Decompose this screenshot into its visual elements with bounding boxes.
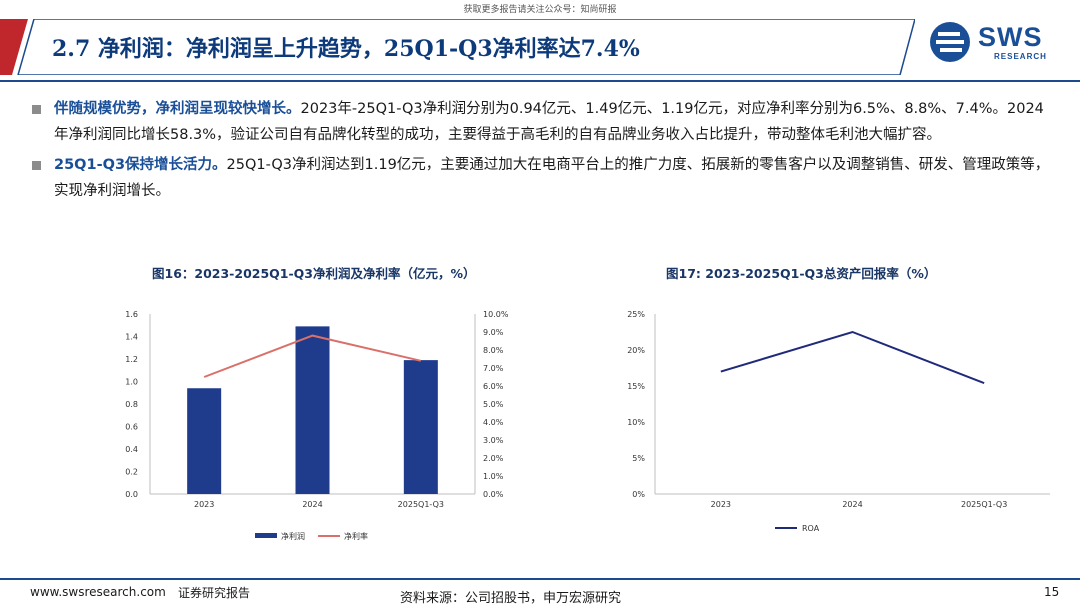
y-tick-label: 0.0 [125,490,138,499]
y-tick-label: 1.4 [125,333,138,342]
chart17-roa: 0% 5% 10% 15% 20% 25% 2023 2024 2025Q1-Q3 ROA [627,310,1050,533]
logo-text-main: SWS [978,22,1043,52]
y-tick-label: 25% [627,310,645,319]
y2-tick-label: 2.0% [483,454,504,463]
x-tick-label: 2025Q1-Q3 [961,500,1007,509]
y2-tick-label: 8.0% [483,346,504,355]
y2-tick-label: 3.0% [483,436,504,445]
y2-tick-label: 1.0% [483,472,504,481]
y2-tick-label: 9.0% [483,328,504,337]
bullet-lead: 25Q1-Q3保持增长活力。 [54,157,227,173]
bullet-list: 伴随规模优势，净利润呈现较快增长。2023年-25Q1-Q3净利润分别为0.94… [30,96,1055,208]
sws-logo: SWS RESEARCH [924,20,1064,64]
y2-tick-label: 10.0% [483,310,509,319]
header-divider [0,80,1080,82]
sws-logo-icon [930,22,970,62]
chart17-title: 图17: 2023-2025Q1-Q3总资产回报率（%） [666,266,937,281]
logo-text-sub: RESEARCH [994,52,1047,61]
title-banner-shape [0,19,915,75]
footer-source: 资料来源：公司招股书，申万宏源研究 [400,591,622,606]
y-tick-label: 10% [627,418,645,427]
bullet-item: 25Q1-Q3保持增长活力。25Q1-Q3净利润达到1.19亿元，主要通过加大在… [30,152,1055,204]
legend-swatch-bar [255,533,277,538]
legend-label: ROA [802,524,820,533]
y-tick-label: 15% [627,382,645,391]
title-red-accent [0,19,28,75]
bullet-item: 伴随规模优势，净利润呈现较快增长。2023年-25Q1-Q3净利润分别为0.94… [30,96,1055,148]
legend-label: 净利率 [344,531,368,541]
bullet-lead: 伴随规模优势，净利润呈现较快增长。 [54,101,301,117]
bar-net-profit [403,360,438,494]
y2-tick-label: 5.0% [483,400,504,409]
legend-label: 净利润 [281,531,305,541]
page-title: 2.7 净利润：净利润呈上升趋势，25Q1-Q3净利率达7.4% [52,36,640,62]
title-box [17,19,915,75]
x-tick-label: 2024 [302,500,322,509]
y2-tick-label: 0.0% [483,490,504,499]
line-roa [720,330,985,385]
bullet-square-icon [32,161,41,170]
bullet-square-icon [32,105,41,114]
x-tick-label: 2023 [194,500,214,509]
y-tick-label: 0.6 [125,423,138,432]
x-tick-label: 2025Q1-Q3 [398,500,444,509]
bullet-text: 25Q1-Q3净利润达到1.19亿元，主要通过加大在电商平台上的推广力度、拓展新… [54,157,1050,199]
y-tick-label: 0.4 [125,445,138,454]
y-tick-label: 0.2 [125,468,138,477]
y-tick-label: 0% [632,490,645,499]
y2-tick-label: 6.0% [483,382,504,391]
x-tick-label: 2024 [842,500,862,509]
line-net-margin [203,334,422,378]
chart16-title: 图16：2023-2025Q1-Q3净利润及净利率（亿元，%） [152,266,476,281]
footer-doc-type: 证券研究报告 [178,586,251,600]
chart16-net-profit: 0.0 0.2 0.4 0.6 0.8 1.0 1.2 1.4 1.6 0.0% 1.0% 2.0% 3… [125,310,509,541]
y-tick-label: 5% [632,454,645,463]
x-tick-label: 2023 [711,500,731,509]
y-tick-label: 1.2 [125,355,138,364]
bullet-text: 2023年-25Q1-Q3净利润分别为0.94亿元、1.49亿元、1.19亿元，… [54,101,1044,143]
bar-net-profit [295,326,330,494]
y-tick-label: 0.8 [125,400,138,409]
y-tick-label: 1.6 [125,310,138,319]
page-number: 15 [1044,585,1060,599]
footer-divider [0,578,1080,580]
bar-net-profit [187,388,222,494]
y-tick-label: 20% [627,346,645,355]
watermark-text: 获取更多报告请关注公众号：知尚研报 [463,5,617,15]
y2-tick-label: 7.0% [483,364,504,373]
y-tick-label: 1.0 [125,378,138,387]
footer-url-link[interactable]: www.swsresearch.com [30,585,166,599]
y2-tick-label: 4.0% [483,418,504,427]
title-banner: 2.7 净利润：净利润呈上升趋势，25Q1-Q3净利率达7.4% [0,19,915,75]
